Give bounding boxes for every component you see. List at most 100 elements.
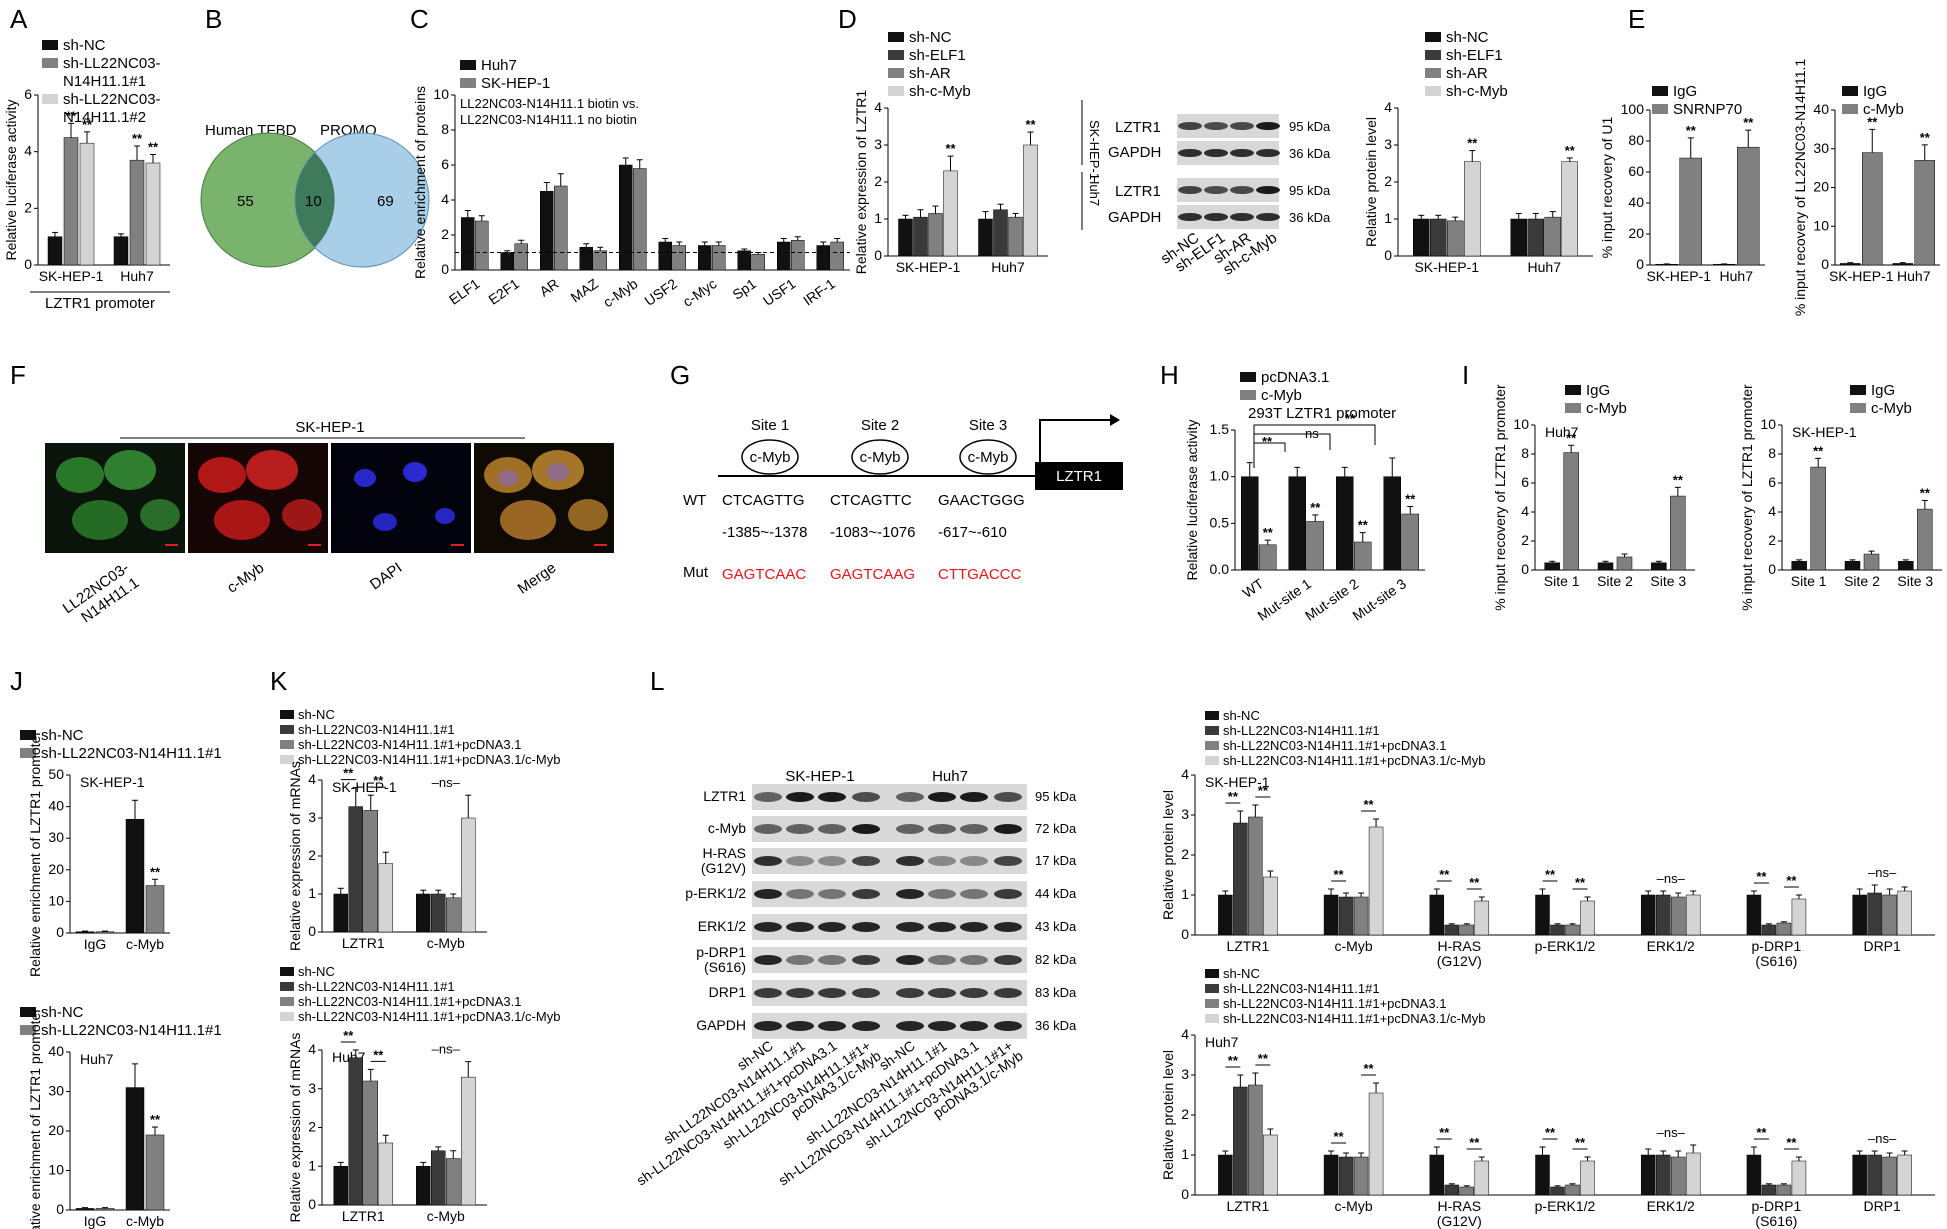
panel-h-legend: pcDNA3.1 c-Myb 293T LZTR1 promoter (1240, 369, 1396, 422)
y-tick-label: 50 (48, 766, 64, 782)
venn-diagram: Human TFBD PROMO 55 10 69 (200, 122, 430, 268)
y-tick-label: 8 (1521, 445, 1529, 461)
mut-seq-3: CTTGACCC (938, 566, 1021, 583)
wt-seq-3: GAACTGGG (938, 492, 1025, 509)
bar (1218, 894, 1233, 936)
y-tick-label: 4 (1181, 766, 1189, 782)
blot-band (1178, 122, 1202, 130)
bar (1401, 513, 1419, 571)
y-tick-label: 40 (48, 1043, 64, 1059)
panel-letter-l: L (650, 666, 664, 696)
legend-i1-2: c-Myb (1586, 400, 1627, 417)
bar (1651, 562, 1667, 571)
blot-band (1204, 149, 1228, 157)
blot-band (1256, 122, 1280, 130)
bar (1510, 218, 1527, 257)
legend-k1-4: sh-LL22NC03-N14H11.1#1+pcDNA3.1/c-Myb (298, 752, 560, 767)
legend-d2-1: sh-NC (1446, 29, 1489, 46)
y-tick-label: 8 (1768, 445, 1776, 461)
significance-marker: ** (132, 131, 143, 146)
bar (79, 142, 95, 266)
x-tick-label: H-RAS (1438, 1198, 1482, 1214)
panel-i-legend-2: IgG c-Myb (1850, 382, 1912, 417)
blot-band (786, 1021, 814, 1031)
bar (1306, 521, 1324, 571)
bar (378, 1142, 393, 1206)
bar (95, 931, 115, 934)
blot-kda-label: 36 kDa (1035, 1018, 1077, 1033)
blot-band (852, 988, 880, 998)
bar (363, 1080, 378, 1206)
chart-title: SK-HEP-1 (80, 774, 145, 790)
bar (1863, 553, 1880, 571)
x-tick-label: c-Myb (427, 1208, 465, 1224)
y-tick-label: 0 (874, 247, 882, 263)
bar (1776, 1184, 1792, 1196)
ns-marker: –ns– (1868, 865, 1897, 880)
panel-e-legend-1: IgG SNRNP70 (1652, 83, 1742, 118)
bar (1670, 896, 1686, 936)
gene-box (1035, 462, 1123, 490)
x-tick-label: IgG (84, 1213, 107, 1229)
y-tick-label: 10 (48, 892, 64, 908)
gene-label: LZTR1 (1056, 468, 1102, 485)
y-tick-label: 40 (1628, 194, 1644, 210)
y-tick-label: 3 (1181, 1066, 1189, 1082)
significance-marker: ** (1334, 1129, 1345, 1144)
y-tick-label: 6 (1768, 474, 1776, 490)
y-tick-label: 40 (48, 798, 64, 814)
legend-l1-2: sh-LL22NC03-N14H11.1#1 (1223, 723, 1380, 738)
x-tick-label: Huh7 (991, 259, 1025, 275)
chart-l-skhep1: 0 1 2 3 4 Relative protein level SK-HEP-1 LZTR1… (1160, 766, 1935, 969)
bar (431, 1150, 446, 1206)
blot-band (960, 955, 988, 965)
y-tick-label: 10 (1813, 217, 1829, 233)
significance-marker: ** (1258, 783, 1269, 798)
significance-marker: ** (1467, 136, 1478, 151)
blot-band (818, 856, 846, 866)
y-tick-label: 6 (24, 86, 32, 102)
blot-band (786, 792, 814, 802)
blot-band (852, 955, 880, 965)
ns-marker: –ns– (432, 775, 461, 790)
chart-title: SK-HEP-1 (332, 779, 397, 795)
bar (1867, 1154, 1882, 1196)
bar (1670, 1156, 1686, 1196)
mut-seq-1: GAGTCAAC (722, 566, 806, 583)
bar (1353, 896, 1369, 936)
panel-j-legend-1: sh-NC sh-LL22NC03-N14H11.1#1 (20, 727, 222, 762)
y-axis-label: Relative enrichment of LZTR1 promoter (27, 1008, 43, 1229)
wt-seq-2: CTCAGTTC (830, 492, 912, 509)
y-tick-label: 10 (433, 86, 449, 102)
y-tick-label: 20 (1813, 179, 1829, 195)
bar (1259, 544, 1277, 571)
panel-letter-i: I (1462, 360, 1469, 390)
bar (1565, 1184, 1580, 1196)
y-tick-label: 0 (441, 261, 449, 277)
bar (1897, 1154, 1912, 1196)
panel-f-microscopy: SK-HEP-1 LL22NC03- N14H11.1 c-Myb DAPI M… (45, 419, 614, 626)
chart-e-u1: 0 20 40 60 80 100 % input recovery of U1 ** SK-H… (1599, 101, 1765, 284)
blot-d-group-1: SK-HEP-1 (1087, 120, 1102, 180)
significance-marker: ** (1025, 117, 1036, 132)
bar (619, 164, 633, 271)
legend-k1-3: sh-LL22NC03-N14H11.1#1+pcDNA3.1 (298, 737, 521, 752)
panel-letter-d: D (838, 4, 857, 34)
y-tick-label: 10 (1760, 416, 1776, 432)
position-1: -1385~-1378 (722, 524, 808, 541)
blot-d-label-lztr1-2: LZTR1 (1115, 183, 1161, 200)
legend-i1-1: IgG (1586, 382, 1610, 399)
significance-marker: ** (373, 773, 384, 788)
legend-k1-1: sh-NC (298, 707, 335, 722)
panel-a-legend: sh-NC sh-LL22NC03- N14H11.1#1 sh-LL22NC0… (42, 37, 161, 126)
chart-title: Huh7 (1205, 1034, 1239, 1050)
legend-d1-2: sh-ELF1 (909, 47, 966, 64)
bar (514, 243, 528, 271)
x-tick-label: c-Myc (680, 275, 720, 310)
blot-band (786, 824, 814, 834)
x-tick-label: DRP1 (1863, 1198, 1901, 1214)
bar (913, 216, 928, 257)
bar (333, 893, 348, 933)
bar (446, 1158, 461, 1206)
